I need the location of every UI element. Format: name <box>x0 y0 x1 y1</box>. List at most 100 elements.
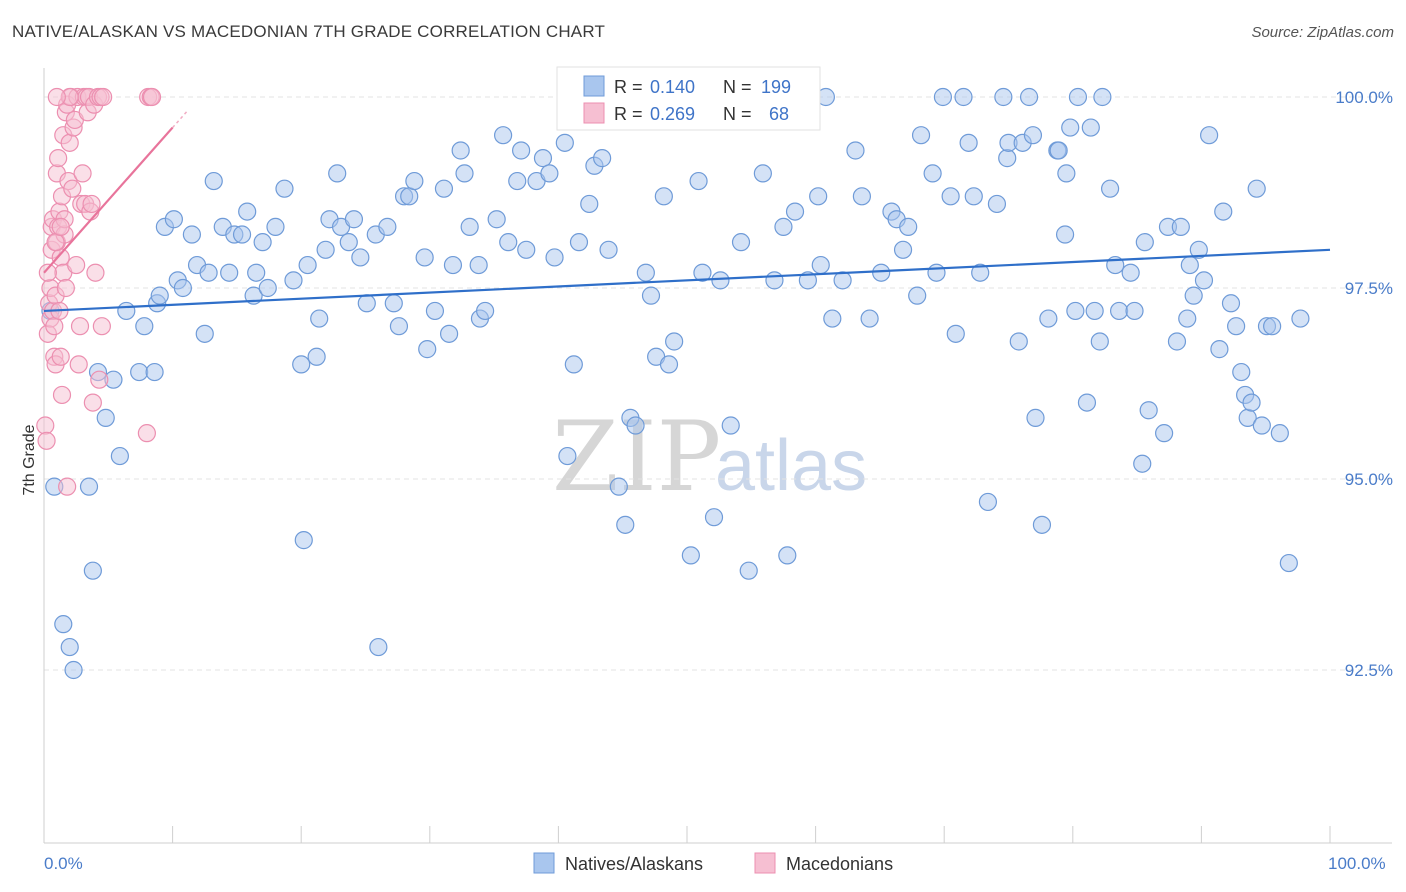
point-natives-alaskans <box>1026 408 1045 427</box>
point-natives-alaskans <box>469 255 488 275</box>
point-macedonians <box>83 393 102 412</box>
point-natives-alaskans <box>941 187 960 206</box>
point-natives-alaskans <box>164 210 183 229</box>
chart-title: NATIVE/ALASKAN VS MACEDONIAN 7TH GRADE C… <box>12 22 606 41</box>
y-tick-label: 100.0% <box>1335 88 1393 107</box>
series-legend: Natives/Alaskans Macedonians <box>533 852 893 874</box>
point-macedonians <box>60 133 79 152</box>
point-macedonians <box>46 233 65 252</box>
point-natives-alaskans <box>911 126 931 145</box>
point-macedonians <box>38 263 57 282</box>
point-natives-alaskans <box>998 149 1017 168</box>
point-natives-alaskans <box>927 263 946 282</box>
point-natives-alaskans <box>508 171 527 191</box>
trend-lines <box>43 109 1331 313</box>
point-natives-alaskans <box>339 233 358 252</box>
point-natives-alaskans <box>1085 301 1104 321</box>
point-natives-alaskans <box>60 637 79 657</box>
point-macedonians <box>51 217 70 236</box>
point-natives-alaskans <box>150 286 169 305</box>
point-natives-alaskans <box>204 171 223 191</box>
point-natives-alaskans <box>908 286 927 305</box>
point-natives-alaskans <box>1109 301 1129 321</box>
point-natives-alaskans <box>641 286 661 305</box>
point-natives-alaskans <box>609 477 628 496</box>
point-natives-alaskans <box>899 217 918 236</box>
point-natives-alaskans <box>540 164 559 183</box>
legend-r-value-2: 0.269 <box>650 104 695 124</box>
point-natives-alaskans <box>96 408 115 427</box>
y-tick-label: 92.5% <box>1345 661 1393 680</box>
point-natives-alaskans <box>173 278 192 298</box>
point-natives-alaskans <box>846 141 865 160</box>
point-natives-alaskans <box>711 271 730 290</box>
bottom-legend-label-natives: Natives/Alaskans <box>565 854 703 874</box>
legend-swatch-blue <box>583 75 605 97</box>
point-natives-alaskans <box>964 187 983 206</box>
chart-source: Source: ZipAtlas.com <box>1251 24 1394 41</box>
point-natives-alaskans <box>1221 294 1241 313</box>
point-macedonians <box>92 317 111 336</box>
point-natives-alaskans <box>852 187 871 206</box>
point-natives-alaskans <box>1178 309 1197 328</box>
point-natives-alaskans <box>1167 332 1187 351</box>
point-natives-alaskans <box>946 324 965 343</box>
y-axis-tick-labels: 92.5% 95.0% 97.5% 100.0% <box>1335 88 1393 680</box>
point-macedonians <box>73 164 92 183</box>
point-natives-alaskans <box>1155 424 1174 443</box>
point-natives-alaskans <box>1077 393 1097 412</box>
point-natives-alaskans <box>79 477 99 496</box>
point-natives-alaskans <box>292 355 311 374</box>
legend-n-value-1: 199 <box>761 77 791 97</box>
point-natives-alaskans <box>555 133 574 152</box>
point-natives-alaskans <box>451 141 470 160</box>
point-natives-alaskans <box>1125 301 1144 321</box>
point-macedonians <box>47 87 66 107</box>
y-tick-label: 95.0% <box>1345 470 1393 489</box>
point-natives-alaskans <box>978 492 998 512</box>
point-natives-alaskans <box>1184 286 1203 305</box>
point-natives-alaskans <box>753 164 772 183</box>
point-macedonians <box>52 385 72 405</box>
point-natives-alaskans <box>1039 309 1058 328</box>
point-natives-alaskans <box>1270 424 1289 443</box>
point-natives-alaskans <box>117 301 136 321</box>
point-natives-alaskans <box>439 324 459 343</box>
point-natives-alaskans <box>83 561 102 580</box>
point-natives-alaskans <box>1009 332 1028 351</box>
point-natives-alaskans <box>499 233 518 252</box>
point-macedonians <box>36 416 55 435</box>
trend-line-natives-alaskans <box>43 248 1331 313</box>
point-natives-alaskans <box>1171 217 1190 236</box>
stats-legend: R = 0.140 N = 199 R = 0.269 N = 68 <box>556 66 821 131</box>
point-natives-alaskans <box>1279 553 1298 573</box>
point-natives-alaskans <box>294 531 313 550</box>
point-natives-alaskans <box>1133 454 1152 473</box>
point-natives-alaskans <box>1057 164 1076 183</box>
point-natives-alaskans <box>994 87 1013 107</box>
x-tick-label-max: 100.0% <box>1328 854 1386 873</box>
y-tick-label: 97.5% <box>1345 279 1393 298</box>
bottom-legend-label-macedonians: Macedonians <box>786 854 893 874</box>
point-natives-alaskans <box>971 263 990 282</box>
point-natives-alaskans <box>266 217 285 236</box>
point-natives-alaskans <box>405 171 424 191</box>
point-natives-alaskans <box>1019 87 1039 107</box>
point-macedonians <box>51 248 70 267</box>
point-natives-alaskans <box>809 187 828 206</box>
point-natives-alaskans <box>533 149 553 168</box>
point-natives-alaskans <box>1093 87 1112 107</box>
point-natives-alaskans <box>1135 233 1154 252</box>
point-natives-alaskans <box>517 240 536 259</box>
point-natives-alaskans <box>987 194 1007 214</box>
x-axis-ticks <box>43 826 1331 843</box>
point-natives-alaskans <box>275 179 294 198</box>
x-tick-label-min: 0.0% <box>44 854 83 873</box>
point-natives-alaskans <box>593 149 612 168</box>
point-natives-alaskans <box>1247 179 1266 198</box>
point-natives-alaskans <box>811 255 830 275</box>
point-natives-alaskans <box>425 301 445 321</box>
point-natives-alaskans <box>765 271 784 290</box>
point-macedonians <box>67 255 86 275</box>
